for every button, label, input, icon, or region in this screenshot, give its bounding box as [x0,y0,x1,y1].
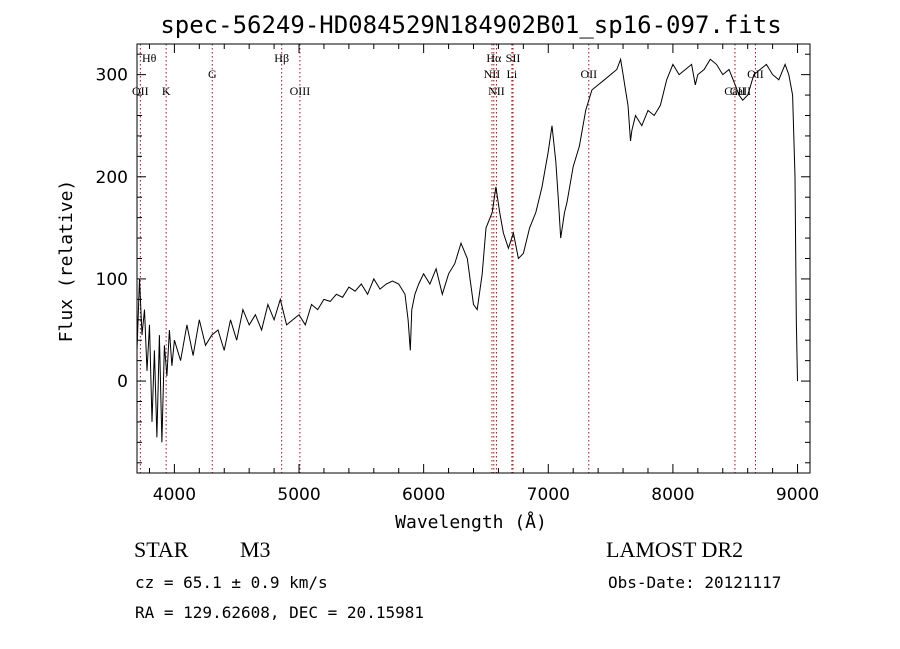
line-marker-label: K [162,84,171,98]
y-tick-label: 0 [117,372,128,392]
line-marker-label: NII [484,67,501,81]
line-marker-label: Hθ [142,51,157,65]
y-tick-label: 100 [96,270,128,290]
axis-tick-labels: 4000 5000 6000 7000 8000 9000 0 100 200 300 [96,66,820,505]
plot-frame [136,43,811,474]
line-markers [139,44,756,473]
line-marker-label: Hα [486,51,502,65]
line-marker-label: Li [507,67,518,81]
line-marker-label: NII [488,84,505,98]
object-class: STAR [134,537,189,562]
y-tick-label: 200 [96,168,128,188]
survey-name: LAMOST DR2 [606,537,744,562]
y-tick-label: 300 [96,66,128,86]
observation-date: Obs-Date: 20121117 [608,573,782,592]
x-tick-label: 4000 [153,485,196,505]
line-marker-label: OII [580,67,597,81]
y-axis-label: Flux (relative) [56,180,77,343]
x-tick-label: 9000 [776,485,819,505]
line-marker-label: G [208,67,217,81]
line-marker-label: CaII [730,84,751,98]
line-marker-label: SII [506,51,521,65]
object-subclass: M3 [240,537,271,562]
line-marker-label: OIII [290,84,311,98]
x-tick-label: 5000 [277,485,320,505]
line-marker-label: OII [132,84,149,98]
redshift-cz: cz = 65.1 ± 0.9 km/s [135,573,328,592]
spectrum-line [136,57,798,443]
axis-ticks [137,44,810,473]
x-tick-label: 7000 [527,485,570,505]
x-tick-label: 6000 [402,485,445,505]
x-axis-label: Wavelength (Å) [395,511,547,533]
ra-dec-coordinates: RA = 129.62608, DEC = 20.15981 [135,603,424,622]
x-tick-label: 8000 [651,485,694,505]
line-marker-label: Hβ [274,51,289,65]
line-marker-label: CaII [724,84,745,98]
chart-title: spec-56249-HD084529N184902B01_sp16-097.f… [160,11,781,39]
